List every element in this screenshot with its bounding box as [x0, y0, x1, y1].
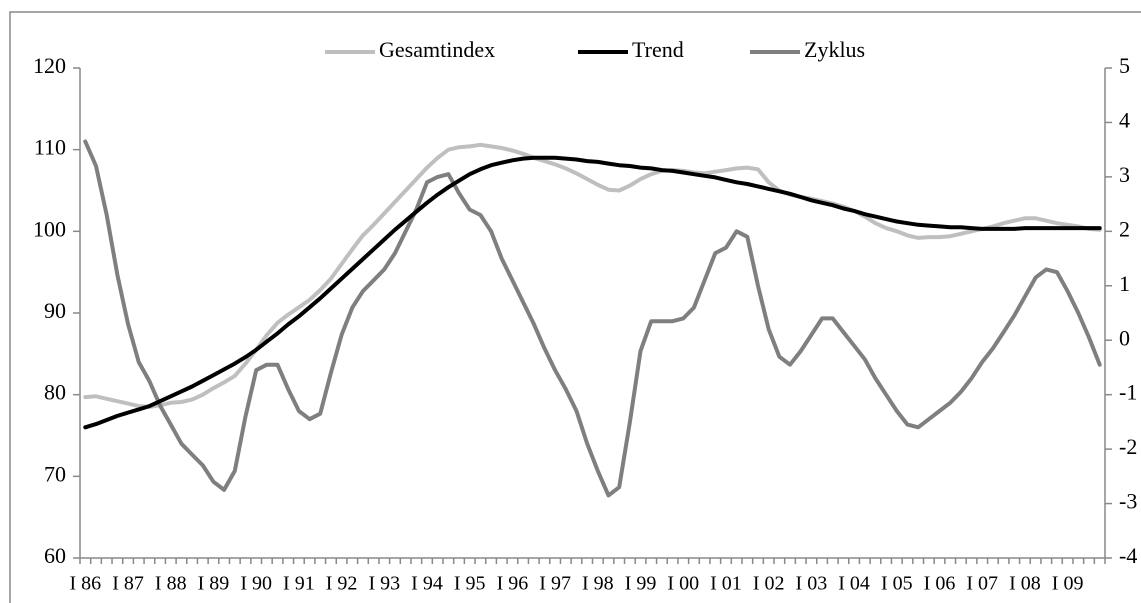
x-tick-label: I 99	[625, 573, 657, 595]
y2-tick-label: -1	[1119, 380, 1137, 405]
y2-tick-label: 5	[1119, 53, 1130, 78]
x-tick-label: I 00	[667, 573, 699, 595]
y2-tick-label: 0	[1119, 325, 1130, 350]
x-tick-label: I 95	[454, 573, 486, 595]
legend-label: Gesamtindex	[379, 37, 495, 62]
x-tick-label: I 88	[155, 573, 187, 595]
x-tick-label: I 02	[753, 573, 785, 595]
y2-tick-label: -2	[1119, 434, 1137, 459]
series-line	[83, 155, 1102, 430]
x-tick-label: I 08	[1009, 573, 1041, 595]
y2-tick-label: 1	[1119, 271, 1130, 296]
y-tick-label: 70	[44, 461, 66, 486]
chart-border	[9, 11, 1141, 603]
x-tick-label: I 09	[1052, 573, 1084, 595]
x-tick-label: I 92	[326, 573, 358, 595]
y-tick-label: 80	[44, 380, 66, 405]
y2-tick-label: 3	[1119, 162, 1130, 187]
x-tick-label: I 96	[497, 573, 529, 595]
x-tick-label: I 06	[924, 573, 956, 595]
x-tick-label: I 03	[796, 573, 828, 595]
legend-label: Trend	[632, 37, 684, 62]
x-tick-label: I 89	[198, 573, 230, 595]
x-tick-label: I 91	[283, 573, 315, 595]
y-tick-label: 60	[44, 543, 66, 568]
y-tick-label: 120	[33, 53, 66, 78]
series-line	[83, 142, 1102, 409]
y-tick-label: 110	[34, 135, 66, 160]
y2-tick-label: 2	[1119, 216, 1130, 241]
y2-tick-label: -3	[1119, 489, 1137, 514]
x-tick-label: I 07	[966, 573, 998, 595]
series-line	[83, 139, 1102, 498]
x-tick-label: I 98	[582, 573, 614, 595]
y2-tick-label: -4	[1119, 543, 1137, 568]
legend-label: Zyklus	[804, 37, 865, 62]
x-tick-label: I 94	[411, 573, 443, 595]
x-tick-label: I 93	[368, 573, 400, 595]
y-tick-label: 100	[33, 216, 66, 241]
x-tick-label: I 05	[881, 573, 913, 595]
x-tick-label: I 90	[240, 573, 272, 595]
y2-tick-label: 4	[1119, 107, 1130, 132]
y-tick-label: 90	[44, 298, 66, 323]
x-tick-label: I 01	[710, 573, 742, 595]
x-tick-label: I 04	[838, 573, 870, 595]
x-tick-label: I 87	[112, 573, 144, 595]
x-tick-label: I 97	[539, 573, 571, 595]
x-tick-label: I 86	[70, 573, 102, 595]
